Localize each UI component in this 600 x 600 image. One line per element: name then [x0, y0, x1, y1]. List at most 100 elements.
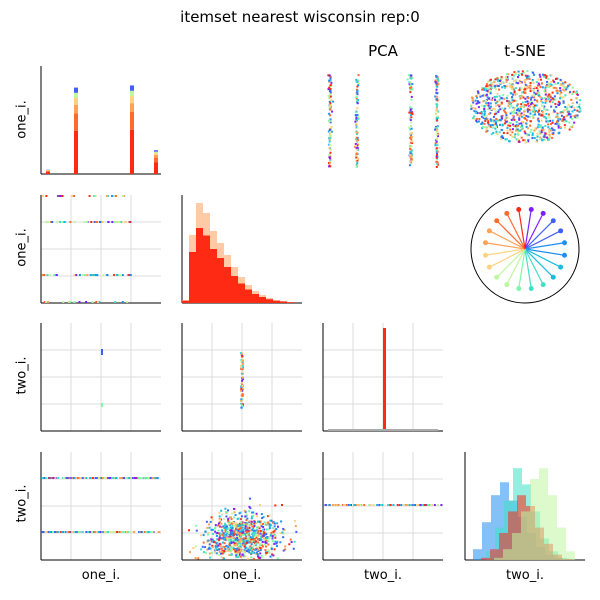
- tsne-point: [535, 104, 538, 107]
- wheel-spoke: [506, 213, 526, 250]
- scatter-point: [111, 195, 114, 197]
- scatter-point: [210, 538, 213, 541]
- scatter-point: [257, 549, 260, 552]
- scatter-point: [250, 520, 253, 523]
- scatter-point: [250, 527, 253, 530]
- pca-point: [356, 113, 359, 116]
- scatter-point: [252, 529, 255, 532]
- tsne-point: [569, 105, 572, 108]
- scatter-point: [258, 543, 261, 546]
- scatter-point: [246, 527, 249, 530]
- tsne-point: [486, 96, 489, 99]
- scatter-point: [247, 529, 250, 532]
- tsne-point: [486, 89, 489, 92]
- tsne-point: [515, 79, 518, 82]
- scatter-point: [47, 531, 50, 533]
- tsne-point: [516, 76, 519, 79]
- tsne-point: [523, 139, 526, 142]
- tsne-point: [504, 121, 507, 124]
- tsne-point: [555, 89, 558, 92]
- tsne-point: [495, 112, 498, 115]
- tsne-point: [526, 127, 529, 130]
- scatter-point: [62, 477, 65, 479]
- pca-point: [355, 136, 358, 139]
- tsne-point: [485, 94, 488, 97]
- tsne-point: [478, 118, 481, 121]
- tsne-point: [513, 111, 516, 114]
- pca-point: [410, 138, 413, 141]
- tsne-point: [539, 75, 542, 78]
- pca-point: [435, 149, 438, 152]
- tsne-point: [542, 73, 545, 76]
- scatter-point: [335, 504, 338, 506]
- scatter-point: [56, 477, 59, 479]
- histogram-bar: [189, 252, 196, 303]
- tsne-point: [492, 126, 495, 129]
- pca-point: [436, 162, 439, 165]
- pca-point: [355, 78, 358, 81]
- scatter-point: [257, 541, 260, 544]
- pca-point: [409, 141, 412, 144]
- tsne-point: [521, 70, 524, 73]
- tsne-point: [500, 138, 503, 141]
- tsne-point: [556, 112, 559, 115]
- tsne-point: [506, 120, 509, 123]
- tsne-point: [502, 132, 505, 135]
- tsne-point: [496, 85, 499, 88]
- tsne-point: [488, 89, 491, 92]
- tsne-point: [527, 102, 530, 105]
- histogram-bar: [245, 289, 252, 303]
- scatter-point: [48, 477, 51, 479]
- scatter-point: [218, 521, 221, 524]
- tsne-point: [532, 71, 535, 74]
- scatter-point: [67, 531, 70, 533]
- scatter-point: [249, 538, 252, 541]
- scatter-point: [233, 542, 236, 545]
- histogram-bar: [154, 151, 158, 154]
- scatter-point: [72, 195, 75, 197]
- scatter-point: [227, 549, 230, 552]
- tsne-point: [496, 103, 499, 106]
- tsne-point: [500, 77, 503, 80]
- tsne-point: [520, 104, 523, 107]
- tsne-point: [499, 119, 502, 122]
- tsne-point: [500, 115, 503, 118]
- scatter-point: [195, 524, 198, 527]
- scatter-point: [233, 524, 236, 527]
- x-axis-label-3: two_i.: [364, 568, 402, 583]
- scatter-point: [392, 504, 395, 506]
- tsne-point: [547, 138, 550, 141]
- tsne-point: [499, 81, 502, 84]
- scatter-point: [245, 546, 248, 549]
- scatter-point: [237, 556, 240, 559]
- tsne-point: [490, 87, 493, 90]
- wheel-dot: [504, 282, 510, 288]
- tsne-point: [572, 90, 575, 93]
- scatter-point: [389, 504, 392, 506]
- scatter-point: [126, 301, 129, 303]
- tsne-point: [569, 116, 572, 119]
- scatter-point: [68, 477, 71, 479]
- tsne-point: [514, 93, 517, 96]
- scatter-point: [71, 531, 74, 533]
- pca-point: [437, 83, 440, 86]
- scatter-point: [293, 540, 296, 543]
- tsne-point: [533, 104, 536, 107]
- tsne-point: [489, 105, 492, 108]
- scatter-point: [255, 521, 258, 524]
- tsne-point: [512, 77, 515, 80]
- tsne-point: [523, 113, 526, 116]
- scatter-point: [220, 513, 223, 516]
- scatter-point: [255, 551, 258, 554]
- scatter-point: [251, 549, 254, 552]
- scatter-point: [262, 537, 265, 540]
- tsne-point: [515, 111, 518, 114]
- tsne-point: [563, 118, 566, 121]
- scatter-point: [241, 553, 244, 556]
- tsne-point: [509, 122, 512, 125]
- tsne-point: [541, 126, 544, 129]
- scatter-point: [261, 528, 264, 531]
- tsne-point: [574, 114, 577, 117]
- scatter-point: [225, 524, 228, 527]
- tsne-point: [555, 77, 558, 80]
